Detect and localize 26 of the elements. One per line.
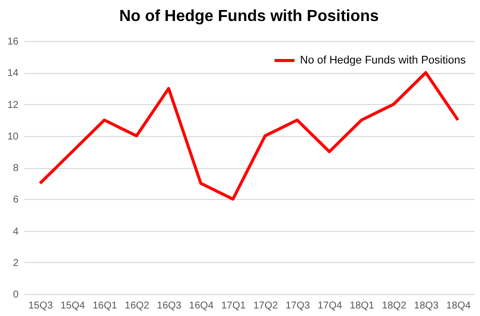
x-tick-label: 16Q4 [189,300,214,312]
x-tick-label: 17Q4 [318,300,343,312]
x-tick-label: 18Q2 [382,300,407,312]
line-series [38,71,460,201]
x-tick-label: 16Q1 [92,300,118,312]
x-tick-label: 15Q4 [60,300,86,312]
x-tick-label: 18Q4 [446,300,472,312]
x-tick-label: 17Q3 [285,300,310,312]
y-tick-label: 16 [7,36,19,48]
x-tick-label: 15Q3 [28,300,54,312]
legend-label: No of Hedge Funds with Positions [300,54,466,66]
x-tick-label: 16Q2 [124,300,150,312]
y-tick-label: 4 [12,226,19,238]
y-tick-label: 14 [7,68,19,80]
y-tick-label: 10 [7,131,19,142]
chart-title: No of Hedge Funds with Positions [119,8,379,25]
y-tick-label: 0 [12,290,19,300]
y-tick-label: 6 [12,194,19,206]
x-tick-label: 18Q1 [350,300,375,312]
x-tick-label: 18Q3 [414,300,439,312]
x-tick-label: 16Q3 [156,300,182,312]
y-tick-label: 2 [12,258,19,269]
x-tick-label: 17Q1 [221,300,246,312]
x-tick-label: 17Q2 [253,300,278,312]
y-tick-label: 8 [12,163,19,174]
y-tick-label: 12 [7,100,19,111]
